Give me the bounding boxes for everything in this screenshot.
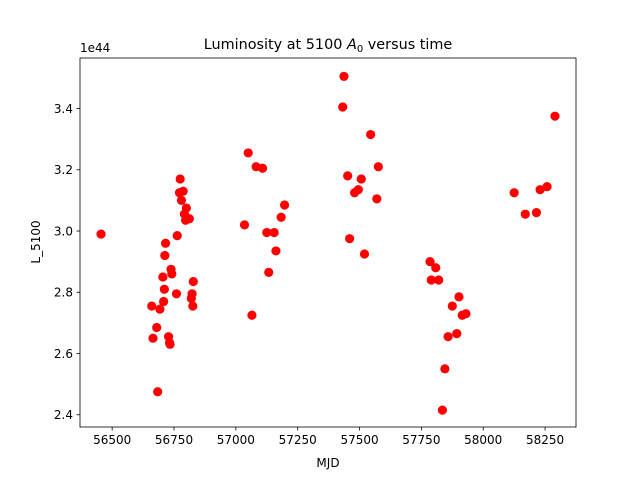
y-tick-label: 3.0 — [54, 224, 73, 238]
data-point — [426, 275, 436, 285]
data-point — [247, 310, 257, 320]
data-point — [178, 186, 188, 196]
data-point — [160, 238, 171, 248]
x-axis-ticks: 56500 56750 57000 57250 57500 57750 58000 58250 — [93, 427, 564, 447]
y-tick-label: 3.4 — [54, 102, 73, 116]
data-point — [443, 332, 453, 342]
x-tick-label: 56500 — [93, 433, 131, 447]
chart-title: Luminosity at 5100 A0 versus time — [204, 37, 453, 55]
x-tick-label: 56750 — [155, 433, 193, 447]
data-point — [434, 275, 444, 285]
data-point — [279, 200, 290, 210]
data-point — [461, 309, 471, 319]
x-axis-label: MJD — [316, 456, 339, 470]
y-tick-label: 2.6 — [54, 347, 73, 361]
data-point — [520, 209, 530, 219]
data-point — [338, 102, 348, 112]
x-tick-label: 58250 — [526, 433, 564, 447]
data-point — [172, 231, 182, 241]
plot-frame — [79, 57, 577, 428]
data-point — [257, 163, 268, 173]
data-point — [262, 227, 272, 238]
data-point — [181, 203, 191, 213]
x-tick-label: 58000 — [464, 433, 502, 447]
data-point — [155, 304, 165, 314]
x-tick-label: 57000 — [217, 433, 255, 447]
data-point — [96, 229, 106, 239]
data-point — [184, 214, 194, 224]
data-point — [345, 234, 355, 244]
data-points — [96, 71, 560, 415]
data-point — [509, 188, 519, 198]
data-point — [431, 263, 441, 273]
data-point — [148, 333, 158, 343]
data-point — [158, 272, 168, 282]
y-axis-label: L_5100 — [29, 220, 43, 263]
data-point — [271, 246, 281, 256]
data-point — [276, 212, 286, 222]
y-offset-text: 1e44 — [80, 41, 110, 55]
data-point — [239, 220, 250, 230]
data-point — [440, 364, 450, 374]
data-point — [269, 227, 279, 238]
data-point — [159, 284, 169, 294]
x-tick-label: 57500 — [340, 433, 378, 447]
data-point — [454, 292, 464, 302]
data-point — [159, 296, 169, 307]
data-point — [542, 182, 552, 192]
data-point — [188, 301, 198, 311]
x-tick-label: 57250 — [279, 433, 317, 447]
y-tick-label: 3.2 — [54, 163, 73, 177]
x-tick-label: 57750 — [402, 433, 440, 447]
data-point — [175, 174, 185, 184]
data-point — [243, 148, 253, 158]
data-point — [187, 289, 197, 299]
data-point — [531, 208, 542, 218]
data-point — [152, 322, 162, 333]
data-point — [176, 195, 187, 205]
data-point — [188, 276, 198, 287]
data-point — [339, 71, 349, 81]
y-tick-label: 2.4 — [54, 408, 73, 422]
data-point — [366, 129, 376, 140]
data-point — [147, 301, 157, 311]
data-point — [264, 267, 274, 277]
data-point — [171, 289, 182, 299]
data-point — [353, 185, 363, 195]
data-point — [167, 269, 177, 279]
data-point — [372, 194, 382, 204]
data-point — [356, 174, 366, 184]
data-point — [359, 249, 370, 259]
plot-area — [80, 58, 576, 427]
data-point — [343, 171, 353, 181]
data-point — [452, 329, 462, 339]
data-point — [535, 185, 545, 195]
y-axis-ticks: 2.4 2.6 2.8 3.0 3.2 3.4 — [54, 102, 80, 422]
data-point — [447, 301, 457, 311]
y-tick-label: 2.8 — [54, 286, 73, 300]
data-point — [160, 250, 170, 261]
data-point — [165, 339, 175, 349]
data-point — [373, 162, 383, 172]
data-point — [550, 111, 560, 121]
data-point — [425, 257, 435, 267]
data-point — [437, 405, 448, 415]
data-point — [153, 387, 163, 397]
